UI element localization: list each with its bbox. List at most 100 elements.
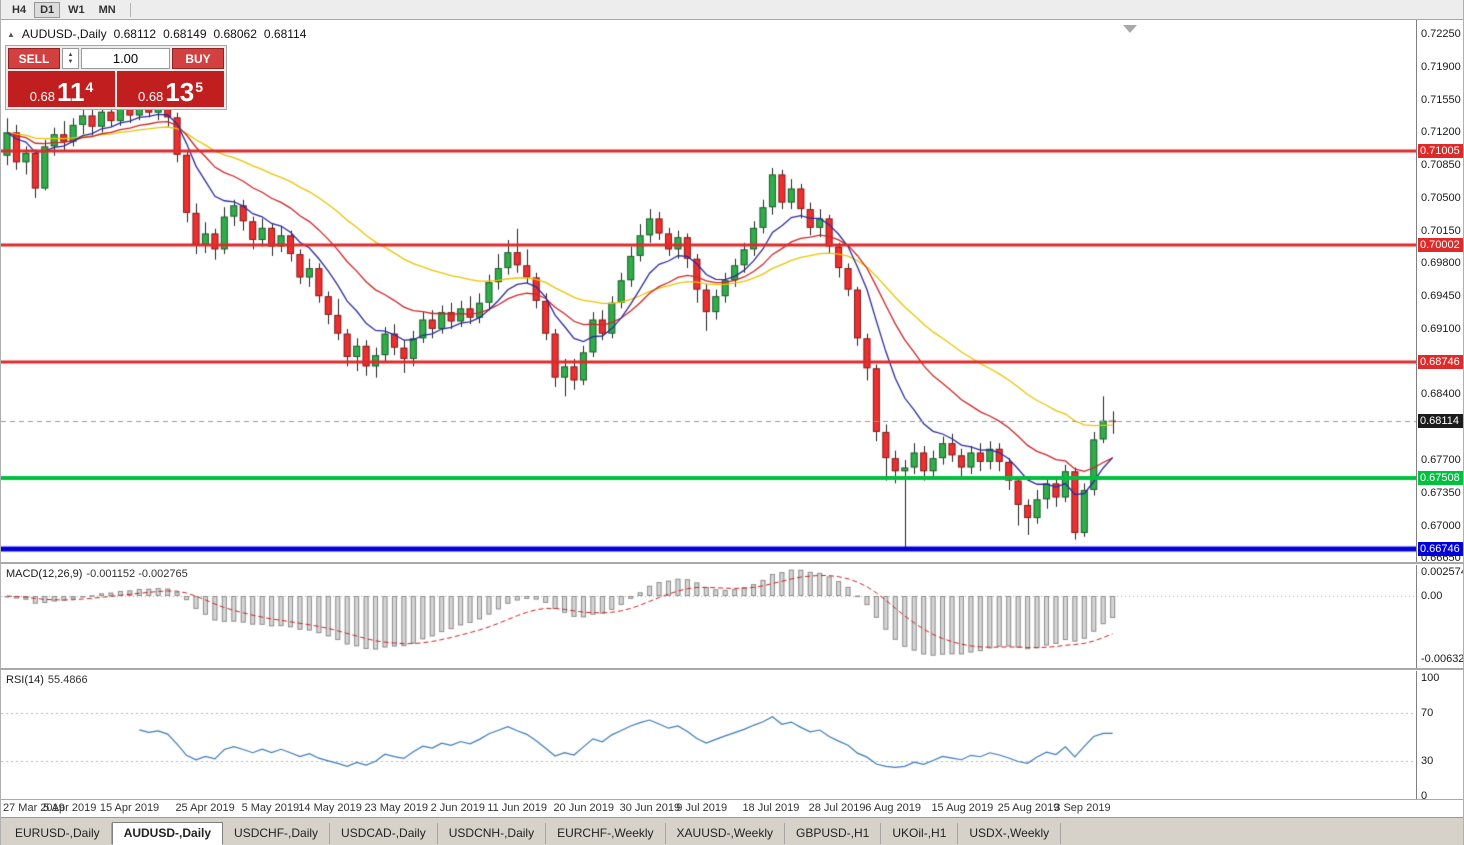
price-level-tag: 0.71005 [1418, 143, 1463, 158]
toolbar-separator [129, 2, 131, 17]
macd-scale-tick: 0.002574 [1421, 566, 1464, 578]
symbol-label: AUDUSD-,Daily [21, 27, 107, 41]
chart-tab-ukoil-h1[interactable]: UKOil-,H1 [881, 823, 959, 844]
price-level-tag: 0.67508 [1418, 470, 1463, 485]
ask-prefix: 0.68 [137, 89, 164, 104]
price-scale-tick: 0.70850 [1421, 159, 1461, 172]
rsi-title: RSI(14) [6, 674, 44, 686]
macd-values: -0.001152 -0.002765 [86, 568, 188, 580]
chart-tab-xauusd-weekly[interactable]: XAUUSD-,Weekly [666, 823, 785, 844]
price-scale-tick: 0.70500 [1421, 191, 1461, 204]
price-level-tag: 0.66746 [1418, 542, 1463, 557]
macd-header: MACD(12,26,9) -0.001152 -0.002765 [6, 568, 188, 580]
symbol-ohlc-line: ▲ AUDUSD-,Daily 0.68112 0.68149 0.68062 … [7, 27, 306, 41]
date-axis[interactable]: 27 Mar 2019 5 Apr 2019 15 Apr 2019 25 Apr 2… [1, 800, 1416, 817]
chart-tab-eurchf-weekly[interactable]: EURCHF-,Weekly [546, 823, 666, 844]
chart-tab-audusd-daily[interactable]: AUDUSD-,Daily [111, 822, 224, 845]
one-click-collapse-icon[interactable]: ▲ [7, 29, 15, 39]
open-value: 0.68112 [113, 27, 157, 41]
date-axis-label: 9 Jul 2019 [676, 802, 728, 814]
macd-title: MACD(12,26,9) [6, 568, 83, 580]
rsi-header: RSI(14) 55.4866 [6, 674, 88, 686]
ask-big-digits: 13 [165, 77, 195, 107]
chart-tab-usdcnh-daily[interactable]: USDCNH-,Daily [438, 823, 547, 844]
low-value: 0.68062 [213, 27, 257, 41]
chart-tab-usdchf-daily[interactable]: USDCHF-,Daily [223, 823, 331, 844]
macd-scale-tick: 0.00 [1421, 590, 1443, 602]
price-scale-tick: 0.69100 [1421, 322, 1461, 335]
bid-pipette-digit: 4 [85, 79, 94, 95]
date-axis-label: 25 Apr 2019 [175, 802, 235, 814]
ask-price-box[interactable]: 0.68 13 5 [117, 71, 224, 107]
timeframe-button-mn[interactable]: MN [93, 2, 122, 18]
date-axis-label: 6 Aug 2019 [865, 802, 921, 814]
volume-down-icon[interactable]: ▼ [67, 58, 74, 65]
price-scale[interactable]: 0.72250 0.71900 0.71550 0.71200 0.70850 0.705… [1416, 20, 1464, 802]
date-axis-label: 15 Aug 2019 [931, 802, 994, 814]
rsi-scale-tick: 30 [1421, 754, 1434, 767]
timeframe-button-w1[interactable]: W1 [62, 2, 91, 18]
main-chart-canvas[interactable] [1, 20, 1416, 563]
macd-scale-tick: -0.006326 [1421, 653, 1464, 666]
high-value: 0.68149 [163, 27, 207, 41]
chart-tab-bar: EURUSD-,Daily AUDUSD-,Daily USDCHF-,Dail… [1, 817, 1463, 845]
date-axis-label: 30 Jun 2019 [619, 802, 681, 814]
price-scale-tick: 0.67000 [1421, 519, 1461, 532]
chart-shift-icon[interactable] [1123, 25, 1137, 33]
price-level-tag: 0.70002 [1418, 237, 1463, 252]
timeframe-button-h4[interactable]: H4 [6, 2, 32, 18]
price-scale-tick: 0.67700 [1421, 454, 1461, 466]
rsi-value: 55.4866 [47, 674, 88, 686]
chart-tab-eurusd-daily[interactable]: EURUSD-,Daily [4, 823, 112, 844]
volume-stepper[interactable]: ▲ ▼ [62, 48, 79, 69]
date-axis-label: 18 Jul 2019 [742, 802, 800, 814]
panel-separator [1, 799, 1463, 800]
price-scale-tick: 0.71900 [1421, 60, 1461, 73]
timeframe-button-d1[interactable]: D1 [34, 1, 61, 18]
chart-area: ▲ AUDUSD-,Daily 0.68112 0.68149 0.68062 … [1, 20, 1464, 817]
panel-separator[interactable] [1, 668, 1463, 671]
price-scale-tick: 0.69800 [1421, 257, 1461, 270]
panel-separator[interactable] [1, 562, 1463, 565]
rsi-scale-tick: 0 [1421, 790, 1428, 802]
date-axis-label: 25 Aug 2019 [997, 802, 1060, 814]
price-scale-tick: 0.71200 [1421, 126, 1461, 139]
close-value: 0.68114 [263, 27, 307, 41]
date-axis-label: 2 Jun 2019 [430, 802, 486, 814]
date-axis-label: 15 Apr 2019 [99, 802, 160, 814]
date-axis-label: 28 Jul 2019 [808, 802, 866, 814]
sell-button[interactable]: SELL [8, 48, 60, 69]
date-axis-label: 5 Apr 2019 [43, 802, 97, 814]
bid-prefix: 0.68 [29, 89, 55, 104]
ask-pipette-digit: 5 [195, 79, 204, 95]
price-scale-tick: 0.70150 [1421, 224, 1461, 237]
bid-big-digits: 11 [57, 77, 85, 107]
date-axis-label: 20 Jun 2019 [553, 802, 614, 814]
date-axis-label: 14 May 2019 [298, 802, 362, 814]
price-scale-tick: 0.71550 [1421, 93, 1461, 106]
rsi-scale-tick: 70 [1421, 707, 1434, 720]
chart-tab-usdcad-daily[interactable]: USDCAD-,Daily [330, 823, 438, 844]
date-axis-label: 27 Mar 2019 [3, 802, 65, 814]
price-level-tag: 0.68746 [1418, 355, 1463, 370]
price-scale-tick: 0.72250 [1421, 28, 1461, 41]
macd-panel-canvas[interactable] [1, 564, 1416, 668]
date-axis-label: 11 Jun 2019 [487, 802, 548, 814]
volume-input[interactable] [81, 48, 170, 69]
date-axis-label: 23 May 2019 [364, 802, 429, 814]
chart-tab-usdx-weekly[interactable]: USDX-,Weekly [958, 823, 1062, 844]
rsi-panel-canvas[interactable] [1, 670, 1416, 799]
volume-up-icon[interactable]: ▲ [67, 51, 74, 58]
rsi-scale-tick: 100 [1421, 672, 1440, 684]
price-scale-tick: 0.67350 [1421, 486, 1461, 499]
price-scale-tick: 0.68400 [1421, 388, 1461, 401]
buy-button[interactable]: BUY [172, 48, 224, 69]
price-scale-tick: 0.69450 [1421, 290, 1461, 303]
timeframe-toolbar: H4 D1 W1 MN [1, 0, 1463, 20]
bid-price-box[interactable]: 0.68 11 4 [8, 71, 115, 107]
bid-price-tag: 0.68114 [1418, 414, 1463, 429]
date-axis-label: 5 May 2019 [241, 802, 300, 814]
chart-tab-gbpusd-h1[interactable]: GBPUSD-,H1 [785, 823, 882, 844]
